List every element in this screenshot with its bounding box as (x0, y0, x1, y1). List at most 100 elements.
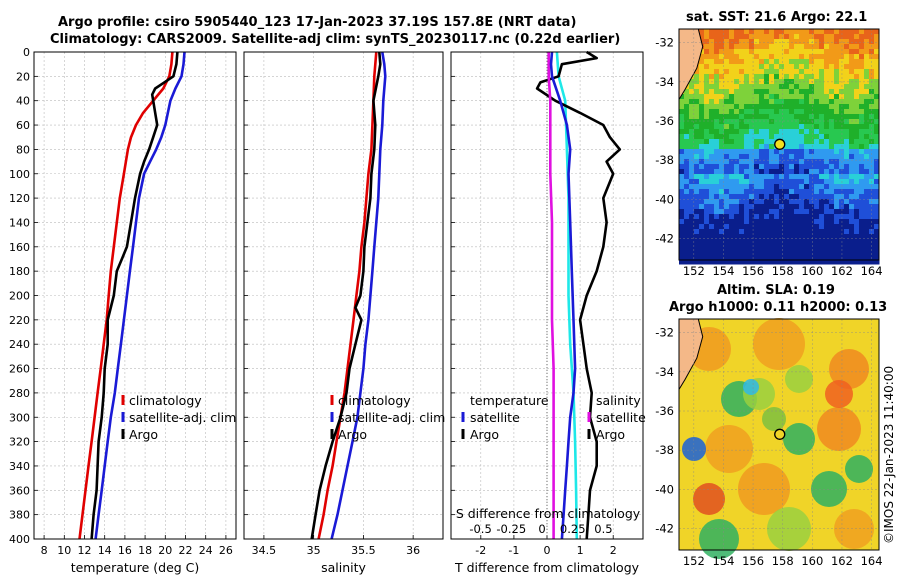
map-cell (844, 244, 850, 250)
map-cell (869, 234, 875, 240)
map-cell (814, 209, 820, 215)
map-cell (794, 134, 800, 140)
map-cell (739, 129, 745, 135)
map-cell (724, 74, 730, 80)
map-cell (749, 244, 755, 250)
map-cell (694, 249, 700, 255)
map-cell (864, 154, 870, 160)
y-tick-label: 340 (9, 460, 30, 473)
map-cell (699, 204, 705, 210)
map-cell (844, 179, 850, 185)
map-cell (834, 164, 840, 170)
map-cell (854, 39, 860, 45)
map-cell (749, 259, 755, 265)
map-cell (774, 194, 780, 200)
map-cell (759, 89, 765, 95)
map-cell (719, 199, 725, 205)
map-cell (794, 29, 800, 35)
map-cell (784, 174, 790, 180)
map-cell (749, 174, 755, 180)
map-cell (699, 169, 705, 175)
map-cell (834, 259, 840, 265)
map-cell (764, 154, 770, 160)
map-cell (864, 144, 870, 150)
map-cell (709, 139, 715, 145)
map-cell (849, 194, 855, 200)
map-cell (764, 139, 770, 145)
map-cell (769, 139, 775, 145)
map-cell (749, 179, 755, 185)
map-cell (719, 149, 725, 155)
map-cell (764, 219, 770, 225)
map-cell (774, 49, 780, 55)
map-cell (864, 114, 870, 120)
map-cell (709, 234, 715, 240)
map-cell (719, 124, 725, 130)
map-cell (789, 49, 795, 55)
map-cell (734, 99, 740, 105)
map-cell (854, 244, 860, 250)
map-cell (754, 99, 760, 105)
map-cell (714, 254, 720, 260)
map-cell (789, 99, 795, 105)
series-line-salinity-argo (549, 51, 577, 540)
map-cell (849, 174, 855, 180)
sla-anomaly-blob (743, 379, 759, 395)
map-cell (839, 254, 845, 260)
map-cell (829, 214, 835, 220)
map-cell (844, 209, 850, 215)
map-cell (819, 114, 825, 120)
map-cell (704, 224, 710, 230)
map-cell (799, 134, 805, 140)
map-cell (799, 189, 805, 195)
map-cell (819, 144, 825, 150)
map-cell (804, 79, 810, 85)
map-cell (769, 44, 775, 50)
map-cell (744, 234, 750, 240)
map-cell (739, 184, 745, 190)
map-cell (804, 34, 810, 40)
map-cell (874, 154, 880, 160)
map-cell (684, 224, 690, 230)
map-cell (869, 229, 875, 235)
map-cell (814, 54, 820, 60)
map-cell (854, 144, 860, 150)
map-cell (719, 104, 725, 110)
map-cell (769, 134, 775, 140)
map-cell (844, 204, 850, 210)
map-cell (794, 209, 800, 215)
map-cell (769, 89, 775, 95)
map-cell (719, 54, 725, 60)
map-cell (779, 169, 785, 175)
map-cell (759, 149, 765, 155)
map-cell (839, 114, 845, 120)
map-cell (714, 194, 720, 200)
map-cell (789, 69, 795, 75)
legend-label: satellite (470, 410, 520, 425)
map-cell (684, 204, 690, 210)
map-cell (754, 144, 760, 150)
map-cell (719, 84, 725, 90)
map-cell (824, 59, 830, 65)
map-cell (769, 49, 775, 55)
map-cell (784, 114, 790, 120)
map-cell (834, 244, 840, 250)
map-cell (874, 124, 880, 130)
map-cell (754, 229, 760, 235)
map-cell (849, 144, 855, 150)
map-cell (689, 214, 695, 220)
map-cell (744, 154, 750, 160)
map-cell (749, 219, 755, 225)
map-cell (804, 89, 810, 95)
map-cell (799, 244, 805, 250)
map-cell (709, 199, 715, 205)
x-tick-label: 22 (179, 544, 193, 557)
map-cell (799, 234, 805, 240)
map-cell (789, 249, 795, 255)
map-cell (829, 104, 835, 110)
map-cell (784, 89, 790, 95)
map-cell (754, 169, 760, 175)
map-cell (704, 154, 710, 160)
map-cell (854, 94, 860, 100)
map-cell (774, 174, 780, 180)
